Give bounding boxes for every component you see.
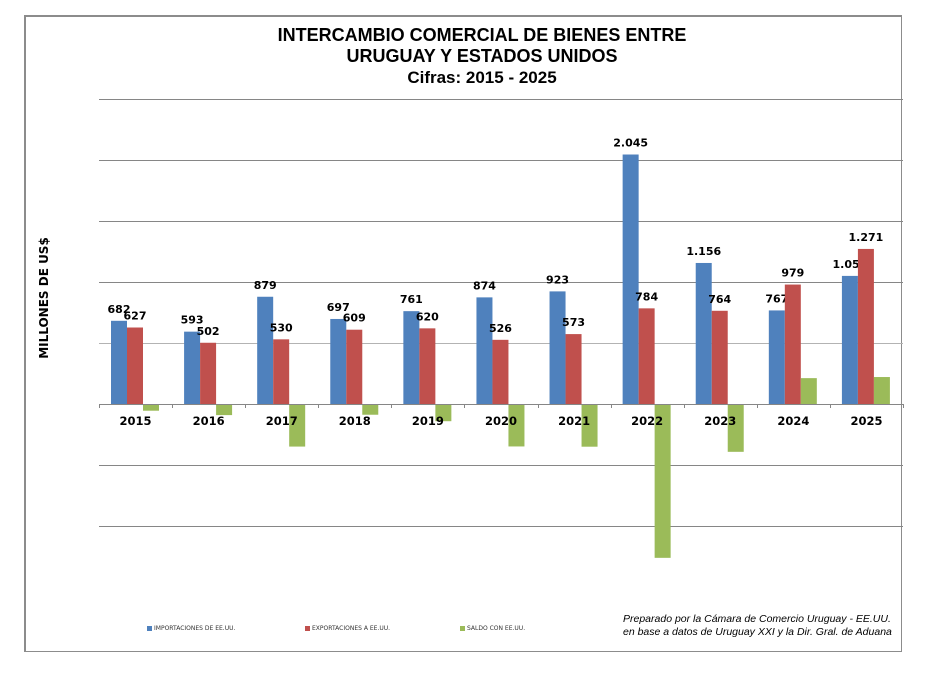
bar-saldo-2021 (581, 404, 598, 447)
bar-importaciones-2024 (768, 310, 785, 404)
bar-exportaciones-2024 (784, 284, 801, 404)
legend-label-exportaciones: EXPORTACIONES A EE.UU. (312, 625, 391, 632)
legend-swatch-exportaciones (305, 626, 310, 631)
bar-exportaciones-2018 (346, 329, 363, 404)
bar-saldo-2025 (873, 377, 890, 404)
data-label: 879 (254, 279, 277, 292)
legend-swatch-saldo (460, 626, 465, 631)
x-tick-label: 2017 (266, 414, 298, 428)
bar-saldo-2016 (216, 404, 233, 416)
bar-saldo-2020 (508, 404, 525, 447)
bar-importaciones-2022 (622, 154, 639, 404)
bar-importaciones-2023 (695, 262, 712, 404)
bar-saldo-2024 (800, 378, 817, 404)
title-line-2: URUGUAY Y ESTADOS UNIDOS (346, 46, 618, 66)
data-label: 1.156 (686, 245, 721, 258)
x-tick-label: 2016 (193, 414, 225, 428)
bar-exportaciones-2017 (273, 339, 290, 404)
data-label: 979 (781, 267, 804, 280)
x-tick-label: 2023 (704, 414, 736, 428)
legend-item-exportaciones: EXPORTACIONES A EE.UU. (305, 625, 390, 632)
source-note-line-2: en base a datos de Uruguay XXI y la Dir.… (623, 626, 892, 638)
data-label: 1.271 (849, 231, 884, 244)
data-label: 767 (765, 292, 788, 305)
bar-exportaciones-2023 (711, 310, 728, 404)
x-tick-label: 2018 (339, 414, 371, 428)
x-tick-label: 2024 (777, 414, 809, 428)
bar-saldo-2022 (654, 404, 671, 558)
data-label: 573 (562, 316, 585, 329)
data-label: 620 (416, 310, 439, 323)
x-tick-label: 2015 (120, 414, 152, 428)
x-tick-label: 2019 (412, 414, 444, 428)
data-label: 609 (343, 312, 366, 325)
data-label: 530 (270, 321, 293, 334)
legend-label-importaciones: IMPORTACIONES DE EE.UU. (154, 625, 236, 632)
data-label: 697 (327, 301, 350, 314)
source-note-line-1: Preparado por la Cámara de Comercio Urug… (623, 613, 891, 625)
bar-exportaciones-2020 (492, 339, 509, 404)
bar-exportaciones-2015 (127, 327, 143, 404)
x-tick-label: 2021 (558, 414, 590, 428)
legend-item-saldo: SALDO CON EE.UU. (460, 625, 525, 632)
bar-saldo-2017 (289, 404, 306, 447)
chart-title: INTERCAMBIO COMERCIAL DE BIENES ENTRE UR… (200, 25, 764, 89)
bar-exportaciones-2019 (419, 328, 436, 404)
bar-importaciones-2020 (476, 297, 493, 404)
data-label: 593 (181, 314, 204, 327)
data-label: 502 (197, 325, 220, 338)
title-line-1: INTERCAMBIO COMERCIAL DE BIENES ENTRE (277, 25, 687, 45)
bar-importaciones-2017 (257, 296, 274, 404)
bar-saldo-2023 (727, 404, 744, 452)
bar-importaciones-2016 (184, 331, 201, 404)
data-label: 526 (489, 322, 512, 335)
x-tick-label: 2025 (850, 414, 882, 428)
data-label: 682 (108, 303, 131, 316)
data-label: 627 (124, 310, 147, 323)
bar-importaciones-2021 (549, 291, 566, 404)
bar-importaciones-2015 (111, 320, 127, 404)
x-tick-label: 2020 (485, 414, 517, 428)
legend-item-importaciones: IMPORTACIONES DE EE.UU. (147, 625, 235, 632)
data-label: 923 (546, 273, 569, 286)
source-note: Preparado por la Cámara de Comercio Urug… (623, 613, 892, 639)
data-label: 874 (473, 279, 496, 292)
bar-saldo-2015 (143, 404, 159, 411)
bar-exportaciones-2025 (857, 248, 874, 404)
bar-saldo-2019 (435, 404, 452, 422)
data-label: 764 (708, 293, 731, 306)
data-label: 784 (635, 290, 658, 303)
data-label: 2.045 (613, 137, 648, 150)
bar-importaciones-2019 (403, 311, 420, 404)
bar-exportaciones-2016 (200, 342, 217, 404)
x-tick-label: 2022 (631, 414, 663, 428)
bar-importaciones-2025 (841, 275, 858, 404)
bar-importaciones-2018 (330, 318, 347, 404)
bar-saldo-2018 (362, 404, 379, 415)
chart-frame (24, 15, 902, 652)
legend-label-saldo: SALDO CON EE.UU. (467, 625, 526, 632)
title-line-3: Cifras: 2015 - 2025 (407, 68, 557, 87)
bar-exportaciones-2022 (638, 308, 655, 404)
data-label: 761 (400, 293, 423, 306)
bar-exportaciones-2021 (565, 334, 582, 404)
legend-swatch-importaciones (147, 626, 152, 631)
